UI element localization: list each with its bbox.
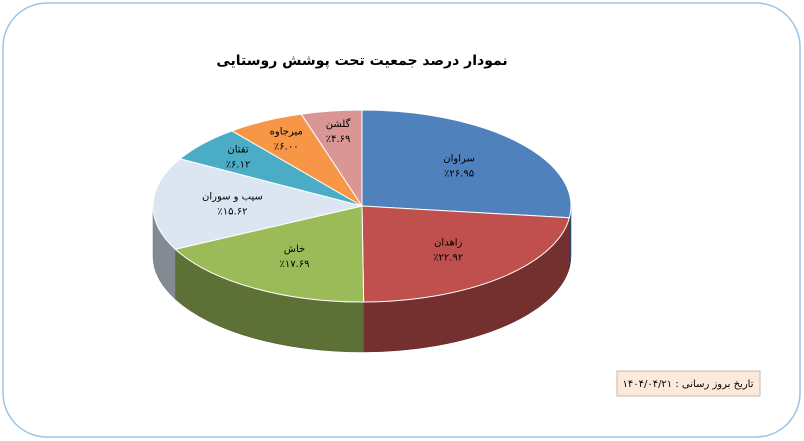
- chart-title: نمودار درصد جمعیت تحت پوشش روستایی: [216, 53, 507, 69]
- value-label: ٪۱۷.۶۹: [279, 259, 309, 270]
- value-label: ٪۲۲.۹۲: [433, 252, 463, 263]
- value-label: ٪۶.۰۰: [274, 142, 299, 153]
- slice-label: میرجاوه: [270, 127, 303, 138]
- pie-slice: [152, 158, 363, 250]
- slice-label: زاهدان: [434, 237, 462, 248]
- pie-slice: [361, 109, 572, 219]
- slice-label: گلشن: [326, 118, 351, 130]
- pie: سراوان ٪۲۶.۹۵ زاهدان ٪۲۲.۹۲ خاش ٪۱۷.۶۹ سیب و س…: [152, 109, 572, 353]
- slice-label: سیب و سوران: [202, 192, 263, 203]
- slice-label: سراوان: [443, 154, 475, 165]
- pie-slice: [300, 109, 363, 208]
- value-label: ٪۱۵.۶۲: [217, 207, 247, 218]
- pie-slice: [361, 205, 571, 303]
- slice-label: تفتان: [227, 144, 248, 155]
- slice-label: خاش: [284, 244, 305, 255]
- value-label: ٪۶.۱۲: [226, 159, 251, 170]
- value-label: ٪۴.۶۹: [326, 134, 351, 145]
- value-label: ٪۲۶.۹۵: [444, 169, 474, 180]
- footnote: تاریخ بروز رسانی : ۱۴۰۴/۰۴/۲۱: [622, 379, 753, 390]
- footnote-box: [616, 370, 761, 397]
- pie-slice: [174, 205, 365, 303]
